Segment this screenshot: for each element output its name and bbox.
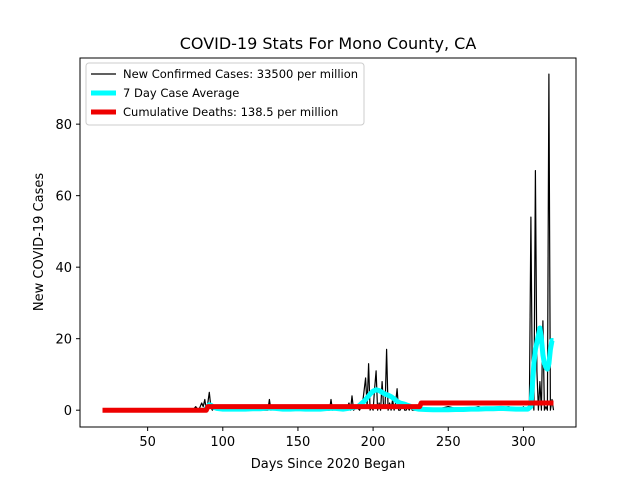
x-tick-label: 250	[436, 435, 461, 450]
x-tick-label: 300	[511, 435, 536, 450]
y-axis-label: New COVID-19 Cases	[32, 173, 47, 311]
legend-label-cumulative-deaths: Cumulative Deaths: 138.5 per million	[123, 105, 338, 119]
x-tick-label: 50	[139, 435, 156, 450]
y-tick-label: 80	[55, 118, 72, 133]
legend-label-7day-average: 7 Day Case Average	[123, 86, 239, 100]
y-tick-label: 60	[55, 190, 72, 205]
y-tick-label: 40	[55, 261, 72, 276]
y-axis: 0 20 40 60 80	[55, 118, 80, 419]
x-tick-label: 100	[210, 435, 235, 450]
series-layer	[102, 73, 555, 413]
y-tick-label: 0	[64, 404, 72, 419]
axes-frame	[79, 57, 577, 428]
legend-box	[85, 62, 365, 126]
legend-label-new-cases: New Confirmed Cases: 33500 per million	[123, 67, 358, 81]
x-axis: 50 100 150 200 250 300	[139, 427, 536, 450]
chart-title: COVID-19 Stats For Mono County, CA	[180, 34, 477, 53]
y-tick-label: 20	[55, 333, 72, 348]
x-axis-label: Days Since 2020 Began	[251, 457, 406, 472]
series-line-cumulative-deaths	[102, 400, 554, 413]
x-tick-label: 150	[286, 435, 311, 450]
legend: New Confirmed Cases: 33500 per million 7…	[85, 62, 365, 126]
x-tick-label: 200	[361, 435, 386, 450]
